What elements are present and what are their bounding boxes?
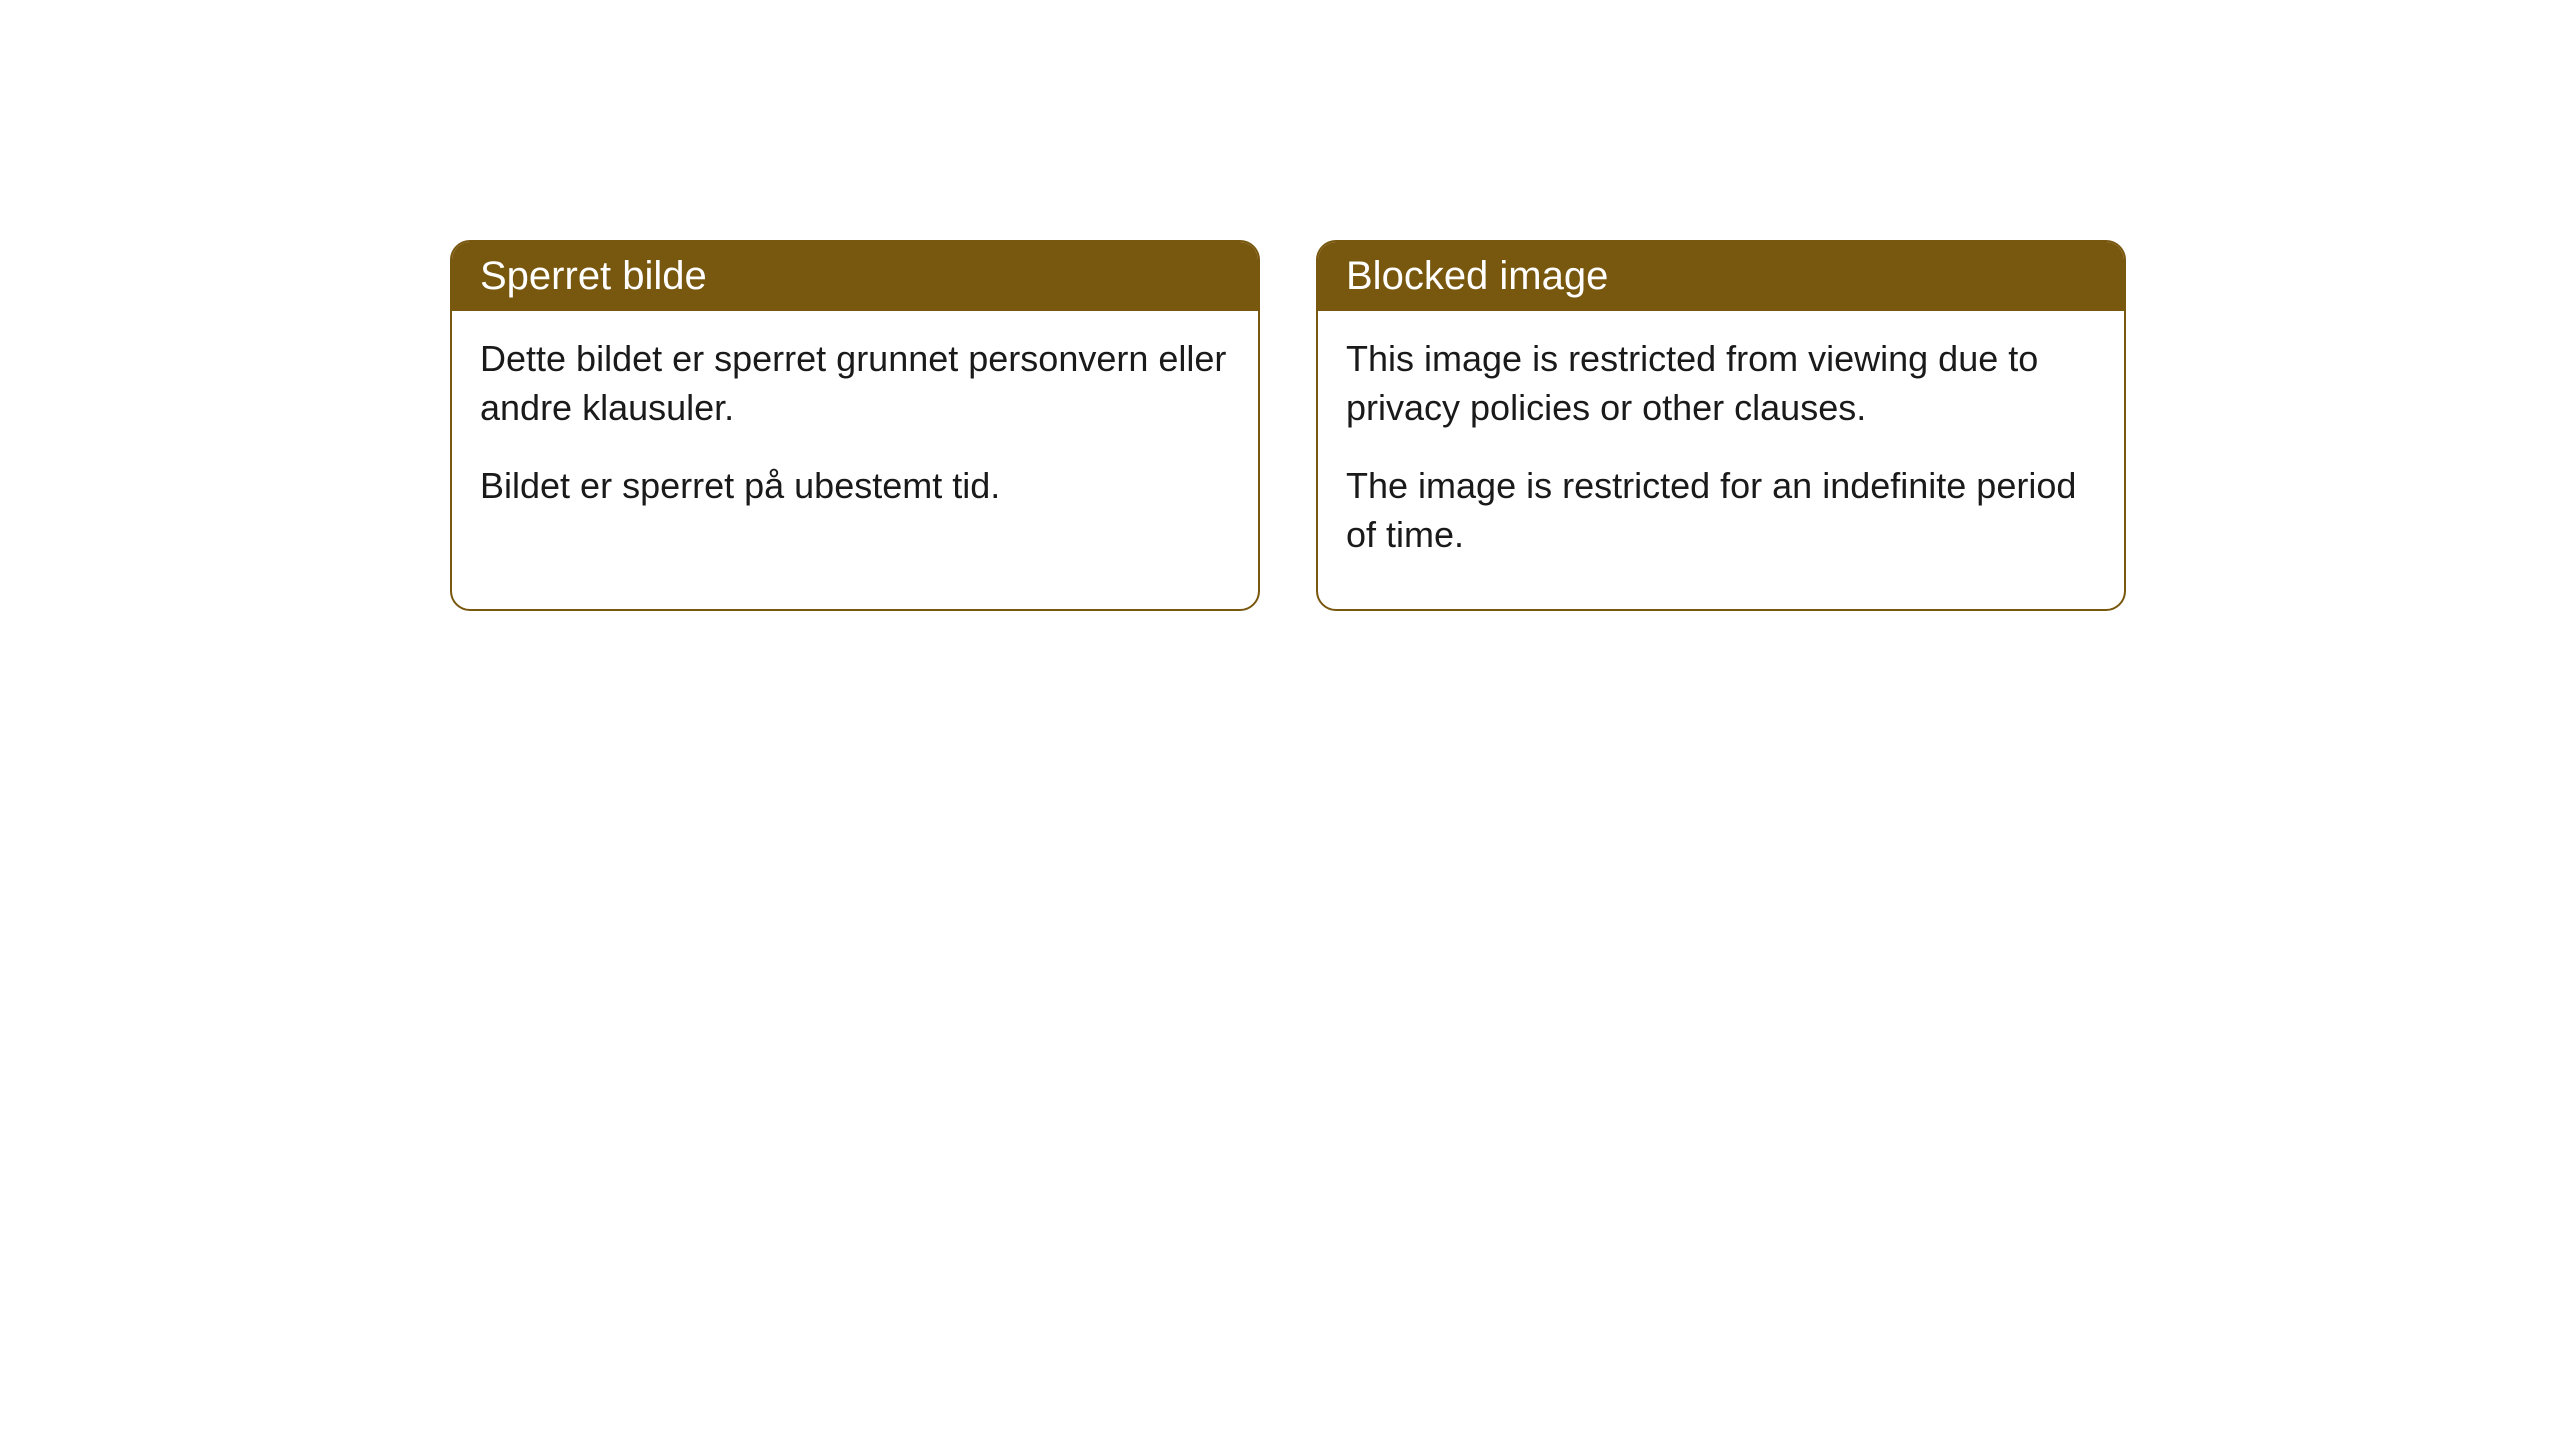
notice-card-english: Blocked image This image is restricted f… (1316, 240, 2126, 611)
card-body: This image is restricted from viewing du… (1318, 311, 2124, 609)
notice-cards-container: Sperret bilde Dette bildet er sperret gr… (450, 240, 2126, 611)
card-header: Blocked image (1318, 242, 2124, 311)
card-title: Blocked image (1346, 254, 1608, 298)
card-paragraph: This image is restricted from viewing du… (1346, 335, 2096, 432)
card-paragraph: Bildet er sperret på ubestemt tid. (480, 462, 1230, 511)
card-body: Dette bildet er sperret grunnet personve… (452, 311, 1258, 561)
card-title: Sperret bilde (480, 254, 707, 298)
card-paragraph: The image is restricted for an indefinit… (1346, 462, 2096, 559)
notice-card-norwegian: Sperret bilde Dette bildet er sperret gr… (450, 240, 1260, 611)
card-paragraph: Dette bildet er sperret grunnet personve… (480, 335, 1230, 432)
card-header: Sperret bilde (452, 242, 1258, 311)
